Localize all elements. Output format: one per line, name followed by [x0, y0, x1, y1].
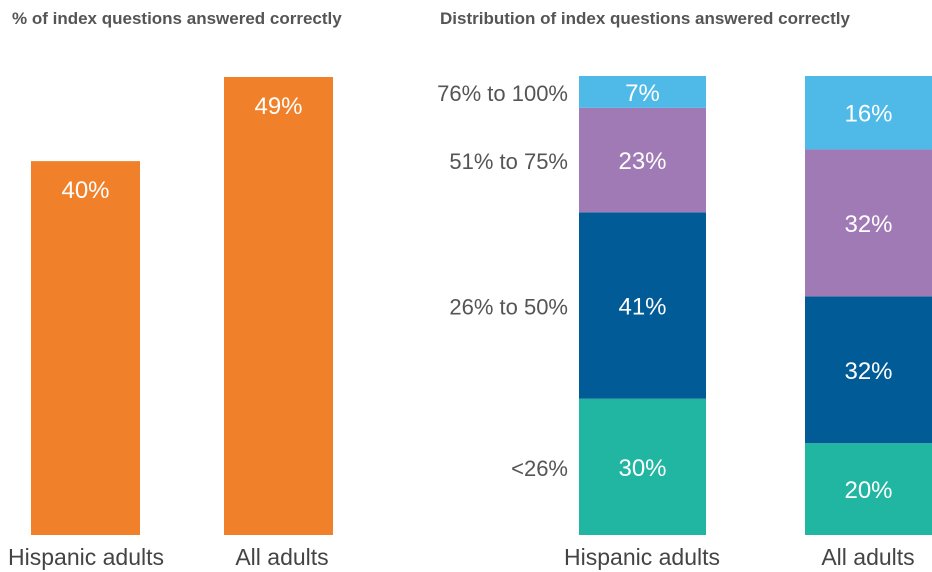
bar-value-label-0: 40% — [61, 177, 109, 204]
category-label-stacked-1: All adults — [821, 544, 914, 570]
bar-value-label-1: 49% — [254, 93, 302, 120]
segment-value-label-1-1: 32% — [844, 358, 892, 385]
legend-label-0: <26% — [511, 456, 568, 481]
stack-segment-0-0 — [579, 398, 706, 535]
segment-value-label-0-1: 41% — [618, 294, 666, 321]
segment-value-label-0-0: 30% — [618, 455, 666, 482]
segment-value-label-0-2: 23% — [618, 148, 666, 175]
bar-0 — [31, 161, 140, 536]
stack-segment-0-1 — [579, 212, 706, 399]
stack-segment-0-2 — [579, 107, 706, 213]
segment-value-label-1-0: 20% — [844, 477, 892, 504]
segment-value-label-1-3: 16% — [844, 101, 892, 128]
legend-label-2: 51% to 75% — [449, 149, 568, 174]
bar-1 — [224, 77, 333, 535]
stack-segment-1-1 — [805, 296, 932, 444]
stack-segment-1-0 — [805, 443, 932, 535]
segment-value-label-0-3: 7% — [625, 80, 660, 107]
chart-title-score: % of index questions answered correctly — [12, 9, 342, 28]
stack-segment-1-3 — [805, 76, 932, 150]
category-label-1: All adults — [235, 544, 328, 570]
segment-value-label-1-2: 32% — [844, 211, 892, 238]
chart-title-distribution: Distribution of index questions answered… — [440, 9, 850, 28]
category-label-0: Hispanic adults — [8, 544, 164, 570]
stack-segment-0-3 — [579, 76, 706, 108]
stack-segment-1-2 — [805, 149, 932, 297]
category-label-stacked-0: Hispanic adults — [564, 544, 720, 570]
legend-label-1: 26% to 50% — [449, 295, 568, 320]
legend-label-3: 76% to 100% — [437, 81, 568, 106]
